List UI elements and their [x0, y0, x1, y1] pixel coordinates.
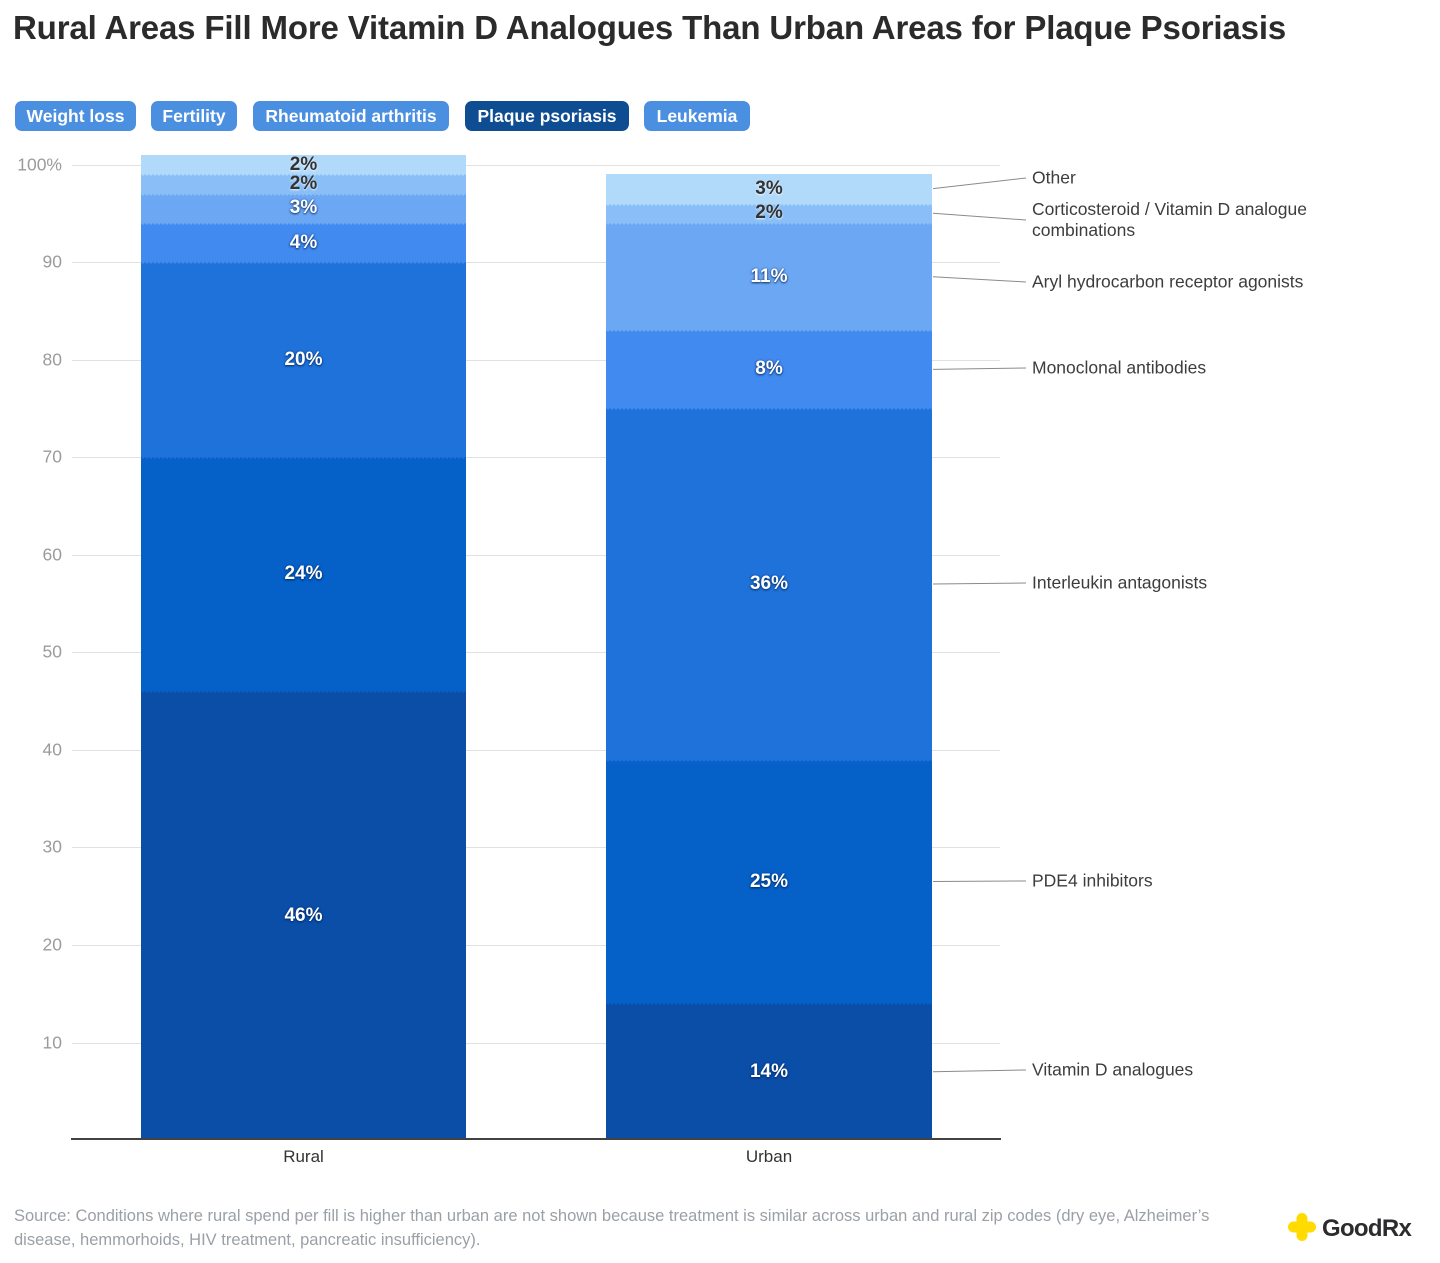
svg-text:GoodRx: GoodRx	[1322, 1215, 1412, 1242]
